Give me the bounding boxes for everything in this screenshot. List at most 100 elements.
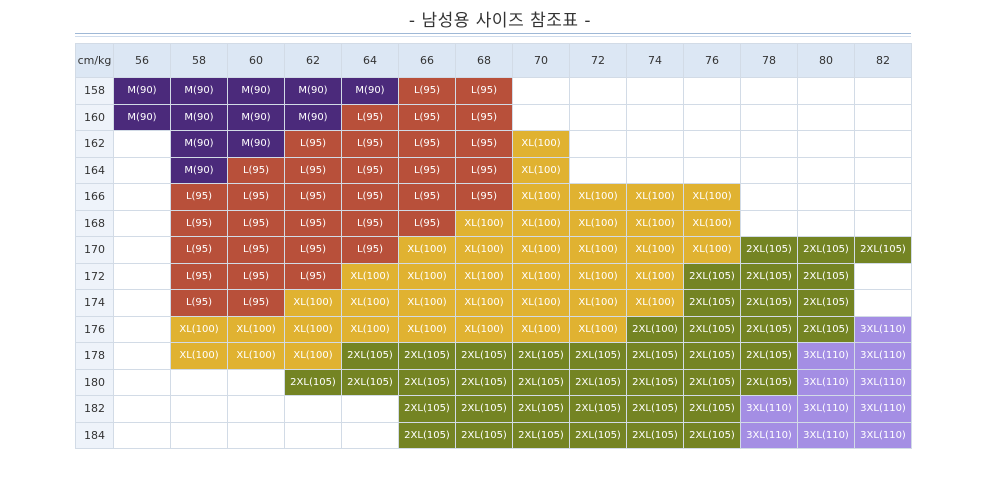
weight-header: 82 [854,43,912,78]
height-label: 178 [75,342,114,370]
height-label: 184 [75,421,114,449]
empty-cell [113,315,171,343]
size-cell: XL(100) [626,262,684,290]
empty-cell [854,77,912,105]
size-cell: M(90) [341,77,399,105]
table-row: 162 M(90) M(90) L(95) L(95) L(95) L(95) XL(100) [75,130,912,158]
empty-cell [683,103,741,131]
empty-cell [569,130,627,158]
empty-cell [797,156,855,184]
size-cell: XL(100) [170,342,228,370]
size-cell: 2XL(105) [683,368,741,396]
empty-cell [626,77,684,105]
size-cell: XL(100) [170,315,228,343]
empty-cell [740,156,798,184]
size-cell: XL(100) [683,183,741,211]
size-cell: 2XL(105) [569,421,627,449]
size-cell: L(95) [341,130,399,158]
size-cell: 2XL(105) [512,395,570,423]
size-cell: XL(100) [626,183,684,211]
empty-cell [569,103,627,131]
empty-cell [113,342,171,370]
size-cell: XL(100) [455,209,513,237]
size-cell: 2XL(105) [455,395,513,423]
size-cell: XL(100) [341,289,399,317]
empty-cell [113,156,171,184]
empty-cell [341,395,399,423]
empty-cell [683,77,741,105]
size-cell: L(95) [170,209,228,237]
size-cell: 2XL(105) [626,368,684,396]
size-cell: 2XL(105) [797,236,855,264]
size-cell: 2XL(105) [797,289,855,317]
size-cell: XL(100) [512,183,570,211]
empty-cell [683,156,741,184]
size-cell: 3XL(110) [854,342,912,370]
size-cell: L(95) [398,156,456,184]
height-label: 172 [75,262,114,290]
size-cell: 2XL(105) [398,342,456,370]
empty-cell [284,421,342,449]
height-label: 164 [75,156,114,184]
size-cell: L(95) [284,183,342,211]
empty-cell [797,77,855,105]
size-cell: 2XL(105) [398,421,456,449]
table-row: 184 2XL(105) 2XL(105) 2XL(105) 2XL(105) 2XL(1… [75,421,912,449]
weight-header: 66 [398,43,456,78]
size-cell: XL(100) [626,209,684,237]
empty-cell [512,103,570,131]
table-row: 158 M(90) M(90) M(90) M(90) M(90) L(95) L(95) [75,77,912,105]
size-cell: L(95) [227,262,285,290]
size-cell: L(95) [227,236,285,264]
size-cell: XL(100) [455,289,513,317]
empty-cell [626,103,684,131]
table-row: 160 M(90) M(90) M(90) M(90) L(95) L(95) L(95) [75,103,912,131]
empty-cell [854,183,912,211]
size-cell: 2XL(105) [683,421,741,449]
table-row: 168 L(95) L(95) L(95) L(95) L(95) XL(100) XL(10… [75,209,912,237]
weight-header: 64 [341,43,399,78]
size-cell: 2XL(105) [341,368,399,396]
size-cell: 2XL(105) [740,342,798,370]
size-cell: L(95) [455,183,513,211]
empty-cell [170,395,228,423]
size-cell: L(95) [341,183,399,211]
height-label: 168 [75,209,114,237]
size-cell: 2XL(105) [398,368,456,396]
size-cell: 2XL(105) [455,342,513,370]
size-cell: L(95) [398,183,456,211]
size-cell: L(95) [284,236,342,264]
size-cell: L(95) [284,156,342,184]
size-cell: L(95) [227,289,285,317]
size-cell: XL(100) [569,183,627,211]
empty-cell [626,130,684,158]
empty-cell [284,395,342,423]
table-row: 170 L(95) L(95) L(95) L(95) XL(100) XL(100) XL(… [75,236,912,264]
empty-cell [626,156,684,184]
size-cell: XL(100) [512,236,570,264]
size-cell: 2XL(105) [740,368,798,396]
size-cell: M(90) [170,156,228,184]
table-row: 178 XL(100) XL(100) XL(100) 2XL(105) 2XL(105)… [75,342,912,370]
size-cell: L(95) [398,130,456,158]
empty-cell [113,421,171,449]
size-cell: XL(100) [398,236,456,264]
size-cell: L(95) [455,77,513,105]
height-label: 162 [75,130,114,158]
empty-cell [797,103,855,131]
empty-cell [170,421,228,449]
size-cell: 2XL(105) [854,236,912,264]
size-cell: L(95) [341,236,399,264]
empty-cell [740,209,798,237]
size-cell: 2XL(100) [626,315,684,343]
empty-cell [113,262,171,290]
height-label: 170 [75,236,114,264]
size-cell: 2XL(105) [683,289,741,317]
size-cell: XL(100) [512,315,570,343]
empty-cell [569,77,627,105]
size-cell: 3XL(110) [797,342,855,370]
empty-cell [113,130,171,158]
size-cell: XL(100) [569,209,627,237]
size-cell: L(95) [170,183,228,211]
size-cell: L(95) [455,130,513,158]
